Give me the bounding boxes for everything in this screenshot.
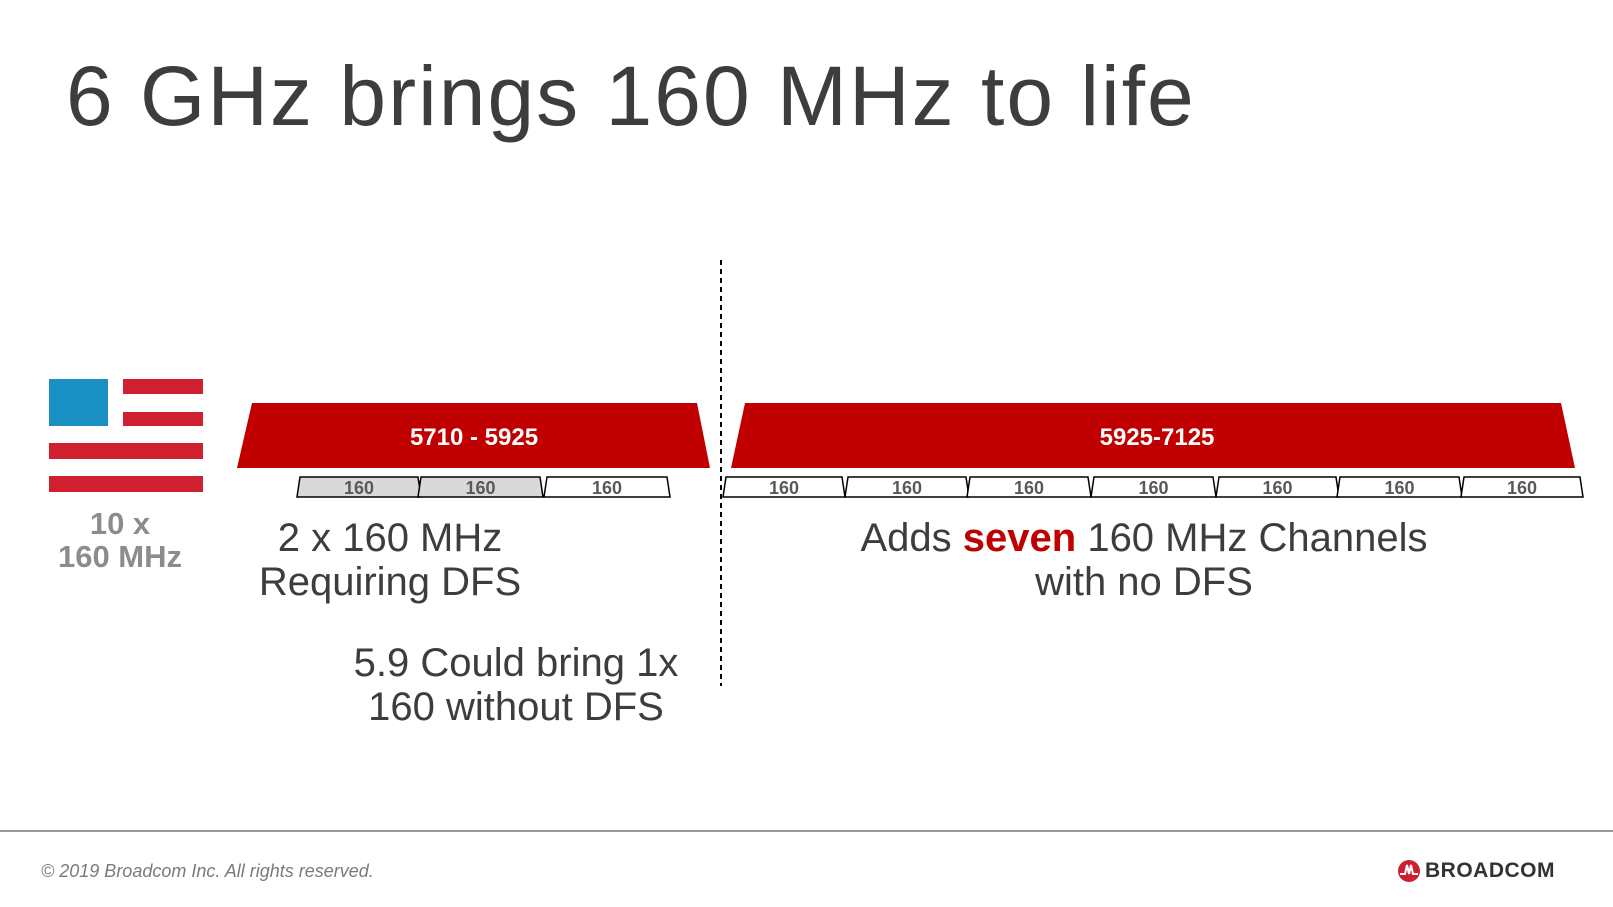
right-channel-label-6: 160 [1384,478,1414,498]
left-channel-label-3: 160 [592,478,622,498]
left-channel-label-1: 160 [344,478,374,498]
right-channel-label-2: 160 [892,478,922,498]
right-band-text: Adds seven 160 MHz Channels with no DFS [794,516,1494,604]
left-band-text: 2 x 160 MHz Requiring DFS [200,516,580,604]
left-channel-2 [417,476,544,498]
band-5925-7125 [731,403,1575,468]
caption-line-1: 10 x [89,506,151,541]
caption-line-2: 160 MHz [57,539,183,574]
copyright: © 2019 Broadcom Inc. All rights reserved… [41,861,374,881]
footer-divider [0,830,1613,832]
left-text-line-1: 2 x 160 MHz [277,516,503,560]
band-label-left: 5710 - 5925 [410,424,538,451]
flag-caption: 10 x 160 MHz [40,507,200,573]
right-text-line-2: with no DFS [1035,560,1253,604]
right-channel-7 [1460,476,1584,498]
right-channel-label-1: 160 [769,478,799,498]
right-text-emphasis: seven [962,516,1077,560]
right-channel-label-3: 160 [1014,478,1044,498]
slide-title: 6 GHz brings 160 MHz to life [66,49,1196,143]
broadcom-logo-text: BROADCOM [1425,859,1555,882]
right-channel-label-5: 160 [1262,478,1292,498]
left-channel-label-2: 160 [465,478,495,498]
right-text-post: 160 MHz Channels [1076,516,1428,560]
right-channel-label-4: 160 [1138,478,1168,498]
right-text-pre: Adds [860,516,963,560]
broadcom-logo: BROADCOM [1397,859,1555,883]
band-label-right: 5925-7125 [1100,424,1215,451]
band-5710-5925 [237,403,710,468]
left-text-line-2: Requiring DFS [258,560,522,604]
broadcom-logo-icon [1398,860,1420,882]
left-channel-3 [543,476,671,498]
note-line-2: 160 without DFS [368,685,664,729]
note-5-9-text: 5.9 Could bring 1x 160 without DFS [316,641,716,729]
right-channel-label-7: 160 [1507,478,1537,498]
note-line-1: 5.9 Could bring 1x [353,641,679,685]
